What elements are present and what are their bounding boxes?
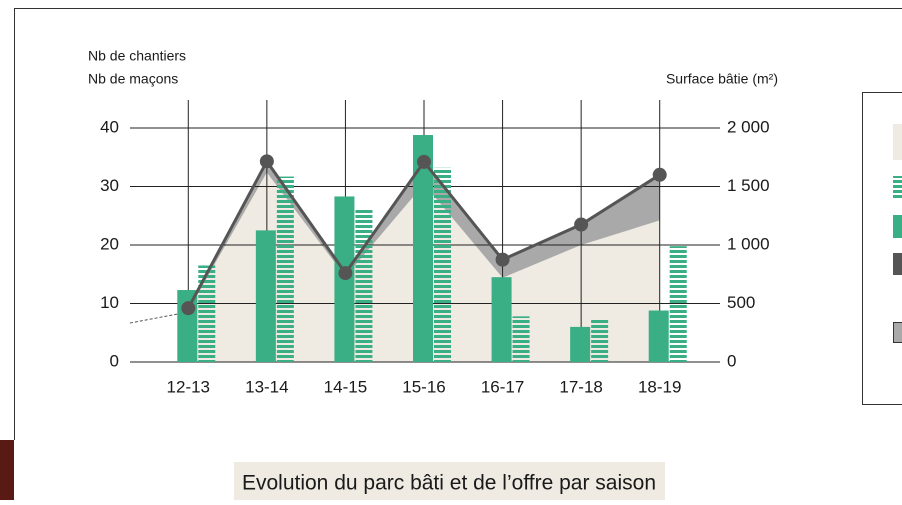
x-tick-label: 14-15 [324, 377, 367, 396]
bar [570, 327, 590, 362]
bar [492, 277, 512, 362]
bar [198, 265, 215, 362]
y2-tick-label: 1 500 [727, 176, 770, 195]
bar [591, 318, 608, 362]
x-tick-label: 15-16 [402, 377, 445, 396]
chart-title: Evolution du parc bâti et de l’offre par… [242, 472, 656, 495]
y2-axis-label: Surface bâtie (m²) [666, 71, 778, 87]
y2-tick-label: 1 000 [727, 234, 770, 253]
y-tick-label: 10 [100, 293, 119, 312]
line-point [574, 218, 588, 232]
bar [277, 177, 294, 362]
photo-edge [0, 440, 14, 500]
y-axis-label: Nb de chantiers [88, 48, 186, 64]
bar [670, 246, 687, 362]
bar [177, 290, 197, 362]
bar [256, 230, 276, 362]
line-point [496, 253, 510, 267]
x-tick-label: 12-13 [167, 377, 210, 396]
legend-swatch [893, 176, 902, 198]
y-axis-label: Nb de maçons [88, 71, 178, 87]
y2-tick-label: 500 [727, 293, 755, 312]
line-point [417, 155, 431, 169]
legend-swatch [893, 124, 902, 160]
line-point [653, 168, 667, 182]
y-tick-label: 20 [100, 234, 119, 253]
bar [434, 168, 451, 362]
line-point [260, 154, 274, 168]
x-tick-label: 17-18 [559, 377, 602, 396]
y-tick-label: 30 [100, 176, 119, 195]
x-tick-label: 18-19 [638, 377, 681, 396]
y-tick-label: 0 [110, 351, 119, 370]
legend-swatch [894, 323, 902, 343]
y2-tick-label: 0 [727, 351, 736, 370]
x-tick-label: 16-17 [481, 377, 524, 396]
bar [513, 316, 530, 362]
legend-swatch [893, 215, 902, 238]
y-tick-label: 40 [100, 117, 119, 136]
bar [649, 311, 669, 362]
x-tick-label: 13-14 [245, 377, 288, 396]
line-point [181, 301, 195, 315]
y2-tick-label: 2 000 [727, 117, 770, 136]
legend-swatch [893, 253, 902, 275]
bar [355, 210, 372, 362]
line-point [338, 266, 352, 280]
